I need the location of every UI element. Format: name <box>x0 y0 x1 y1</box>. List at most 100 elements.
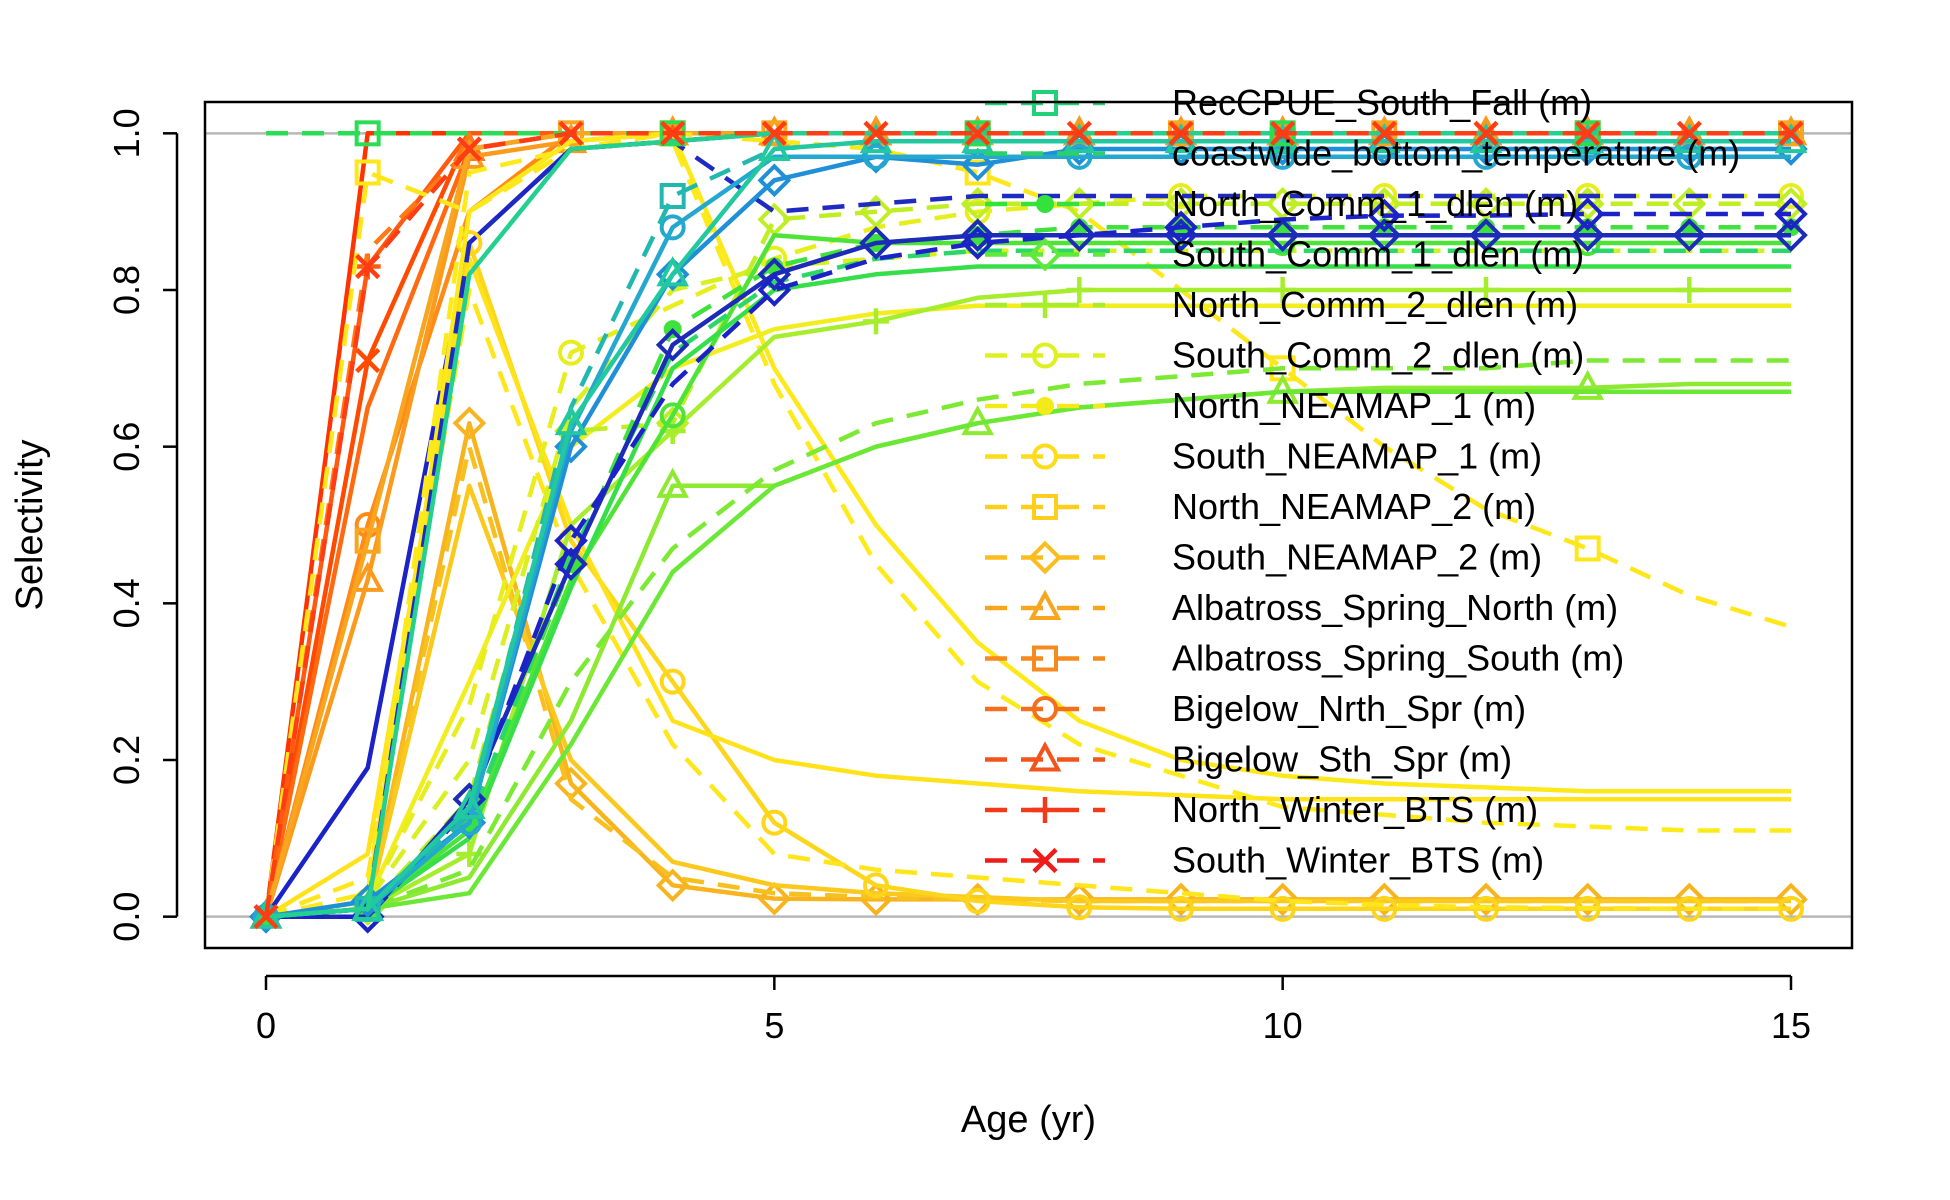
point-marker <box>1032 443 1058 470</box>
point-marker <box>659 183 686 209</box>
point-marker <box>655 328 690 362</box>
point-marker <box>1168 895 1194 922</box>
point-marker <box>757 257 792 292</box>
legend-item: Albatross_Spring_North (m) <box>985 587 1618 628</box>
point-marker <box>965 120 991 146</box>
point-marker <box>1367 218 1402 252</box>
series-25 <box>265 358 1791 919</box>
point-marker <box>1062 882 1097 917</box>
point-marker <box>1371 895 1398 922</box>
point-marker <box>558 339 584 366</box>
point-marker <box>1571 369 1605 400</box>
point-marker <box>1367 198 1402 233</box>
point-marker <box>1036 195 1054 213</box>
point-marker <box>1570 197 1605 231</box>
point-marker <box>1273 218 1292 237</box>
legend-label: Bigelow_Nrth_Spr (m) <box>1172 688 1526 729</box>
point-marker <box>1066 277 1093 303</box>
y-tick-label: 0.4 <box>106 578 147 628</box>
series-line <box>265 131 1791 919</box>
point-marker <box>859 226 893 260</box>
point-marker <box>1164 210 1198 245</box>
point-marker <box>1036 397 1054 415</box>
series-17 <box>265 138 1791 919</box>
legend-item: North_Comm_1_dlen (m) <box>985 183 1578 224</box>
series-line <box>265 248 1791 919</box>
series-16 <box>265 131 1791 919</box>
point-marker <box>1066 120 1092 146</box>
point-marker <box>863 143 889 170</box>
legend-label: Bigelow_Sth_Spr (m) <box>1172 739 1512 780</box>
legend-label: North_NEAMAP_2 (m) <box>1172 486 1536 527</box>
point-marker <box>1269 277 1296 303</box>
marker-stroke <box>1575 120 1601 146</box>
point-marker <box>1028 540 1062 575</box>
point-marker <box>452 788 486 819</box>
point-marker <box>1168 120 1194 146</box>
y-axis-label: Selectivity <box>9 439 51 610</box>
point-marker <box>1032 797 1058 823</box>
point-marker <box>964 159 991 186</box>
point-marker <box>351 890 385 921</box>
point-marker <box>1570 187 1605 221</box>
marker-stroke <box>355 347 381 374</box>
point-marker <box>1469 882 1503 917</box>
point-marker <box>354 159 381 186</box>
point-marker <box>1032 847 1058 874</box>
point-marker <box>1680 218 1699 237</box>
legend-label: coastwide_bottom_temperature (m) <box>1172 133 1740 174</box>
point-marker <box>757 130 791 161</box>
x-tick-label: 0 <box>256 1005 276 1046</box>
point-marker <box>1778 895 1804 922</box>
point-marker <box>1032 494 1058 520</box>
marker-stroke <box>761 120 787 146</box>
series-line <box>265 232 1791 919</box>
point-marker <box>757 273 792 307</box>
x-tick-label: 5 <box>764 1005 784 1046</box>
point-marker <box>1574 535 1601 562</box>
series-29 <box>265 264 1791 919</box>
series-40 <box>253 120 1804 930</box>
series-line <box>265 154 1791 919</box>
point-marker <box>659 668 686 695</box>
marker-stroke <box>456 136 482 162</box>
legend-label: South_NEAMAP_2 (m) <box>1172 537 1542 578</box>
series-line <box>265 138 1791 919</box>
point-marker <box>1570 882 1605 917</box>
legend-label: North_Comm_1_dlen (m) <box>1172 183 1578 224</box>
point-marker <box>964 888 991 914</box>
series-line <box>266 232 1791 919</box>
legend-label: Albatross_Spring_North (m) <box>1172 587 1618 628</box>
x-axis-label: Age (yr) <box>961 1099 1096 1141</box>
marker-stroke <box>1168 120 1194 146</box>
point-marker <box>1028 589 1062 620</box>
point-marker <box>1028 741 1062 772</box>
marker-stroke <box>1778 120 1804 146</box>
marker-stroke <box>253 904 279 930</box>
legend-item: Bigelow_Nrth_Spr (m) <box>985 688 1526 729</box>
point-marker <box>1469 187 1503 221</box>
legend-label: Albatross_Spring_South (m) <box>1172 638 1624 679</box>
series-line <box>265 138 1791 919</box>
axes: 0 5 10 15 0.0 0.2 0.4 0.6 0.8 1.0 <box>106 108 1811 1046</box>
point-marker <box>960 218 995 252</box>
legend-label: South_NEAMAP_1 (m) <box>1172 436 1542 477</box>
point-marker <box>659 402 686 429</box>
point-marker <box>1477 218 1495 237</box>
point-marker <box>859 194 893 229</box>
legend-item: North_Winter_BTS (m) <box>985 789 1538 830</box>
point-marker <box>655 257 690 292</box>
point-marker <box>1774 218 1808 252</box>
series-30 <box>265 248 1791 919</box>
point-marker <box>960 226 995 260</box>
point-marker <box>1473 277 1499 303</box>
series-line <box>264 256 1791 919</box>
point-marker <box>1473 120 1499 146</box>
point-marker <box>1066 143 1093 170</box>
point-marker <box>1676 277 1703 303</box>
point-marker <box>1032 342 1058 369</box>
legend-label: South_Winter_BTS (m) <box>1172 840 1544 881</box>
point-marker <box>1062 187 1097 221</box>
legend-label: North_Winter_BTS (m) <box>1172 789 1538 830</box>
marker-stroke <box>355 253 381 280</box>
